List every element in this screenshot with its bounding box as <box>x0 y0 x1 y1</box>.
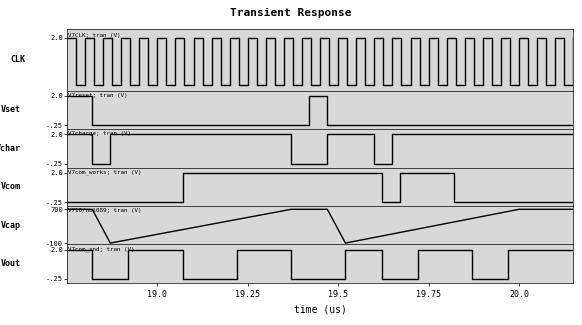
Y-axis label: Vcap: Vcap <box>1 221 21 230</box>
Y-axis label: Vset: Vset <box>1 105 21 114</box>
Text: V7CLK; tran (V): V7CLK; tran (V) <box>68 33 120 38</box>
Y-axis label: Vchar: Vchar <box>0 144 21 153</box>
Y-axis label: Vcom: Vcom <box>1 182 21 191</box>
Text: V7charge; tran (V): V7charge; tran (V) <box>68 131 130 136</box>
Text: V7com_and; tran (V): V7com_and; tran (V) <box>68 247 134 252</box>
X-axis label: time (us): time (us) <box>294 305 346 315</box>
Text: V7com_works; tran (V): V7com_works; tran (V) <box>68 170 141 176</box>
Text: V7reset; tran (V): V7reset; tran (V) <box>68 93 127 98</box>
Text: V710/net089; tran (V): V710/net089; tran (V) <box>68 208 141 213</box>
Y-axis label: Vout: Vout <box>1 259 21 268</box>
Text: Transient Response: Transient Response <box>230 8 352 18</box>
Y-axis label: CLK: CLK <box>10 56 25 64</box>
